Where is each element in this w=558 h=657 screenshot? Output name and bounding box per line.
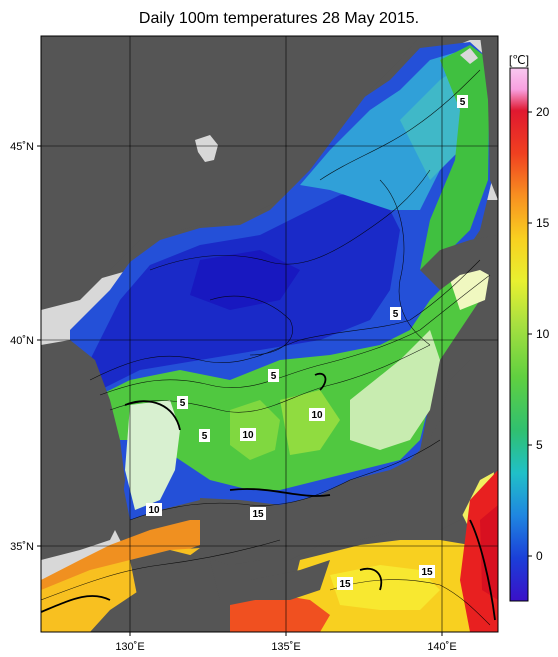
contour-label: 5 bbox=[393, 309, 399, 320]
contour-label: 15 bbox=[421, 567, 433, 578]
colorbar-unit: [℃] bbox=[509, 53, 529, 67]
contour-label: 10 bbox=[242, 430, 254, 441]
colorbar-tick: 0 bbox=[536, 549, 543, 563]
graticule bbox=[41, 36, 498, 632]
colorbar-gradient bbox=[509, 67, 529, 602]
lat-label-45: 45˚N bbox=[10, 141, 34, 153]
contour-label: 5 bbox=[271, 371, 277, 382]
map-title: Daily 100m temperatures 28 May 2015. bbox=[138, 10, 420, 27]
colorbar-tick: 15 bbox=[536, 216, 550, 230]
contour-label: 5 bbox=[202, 431, 208, 442]
contour-label: 15 bbox=[339, 579, 351, 590]
lon-label-135: 135˚E bbox=[271, 641, 300, 653]
contour-label: 5 bbox=[460, 97, 466, 108]
lat-label-40: 40˚N bbox=[10, 335, 34, 347]
colorbar-tick: 5 bbox=[536, 438, 543, 452]
contour-label: 10 bbox=[148, 505, 160, 516]
map-frame bbox=[40, 35, 499, 633]
lon-label-130: 130˚E bbox=[115, 641, 144, 653]
colorbar-tick: 10 bbox=[536, 327, 550, 341]
contour-label: 5 bbox=[180, 398, 186, 409]
colorbar-tick: 20 bbox=[536, 105, 550, 119]
map-field bbox=[41, 36, 498, 632]
lat-label-35: 35˚N bbox=[10, 541, 34, 553]
colorbar: [℃] 20 15 10 5 0 bbox=[509, 53, 550, 602]
contour-label: 15 bbox=[252, 509, 264, 520]
contour-labels: 5 5 5 5 5 10 10 10 15 15 15 bbox=[146, 95, 468, 590]
contour-label: 10 bbox=[311, 410, 323, 421]
lon-label-140: 140˚E bbox=[427, 641, 456, 653]
